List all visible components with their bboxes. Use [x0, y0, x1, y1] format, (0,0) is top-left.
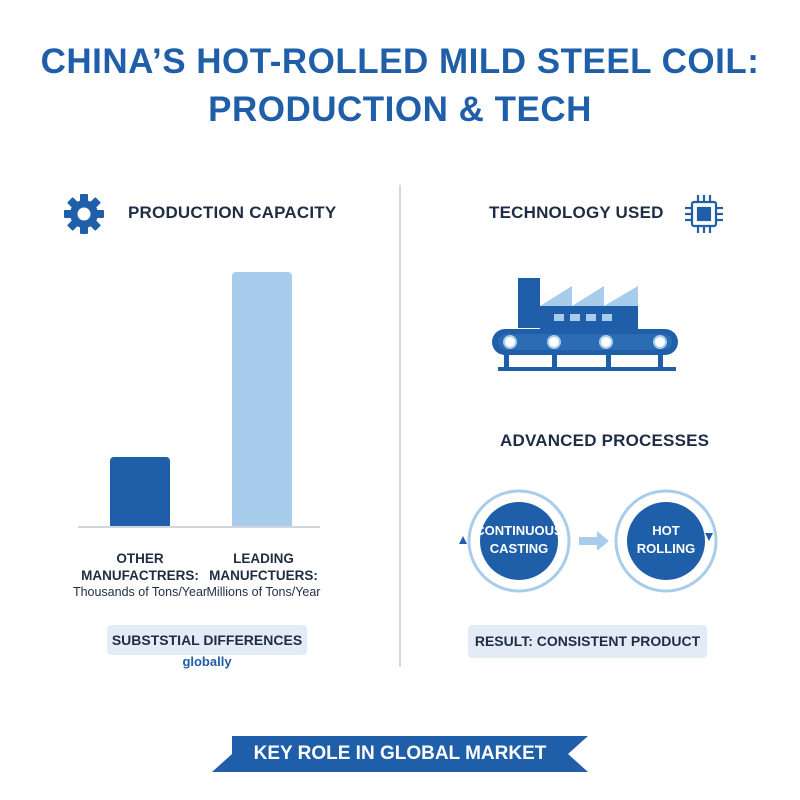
gear-icon [64, 194, 104, 234]
banner-text: KEY ROLE IN GLOBAL MARKET [253, 743, 547, 764]
arrow-right-icon [597, 531, 609, 551]
differences-note-sub: globally [182, 654, 232, 669]
chip-icon [685, 195, 723, 233]
bar-label-leading-line2: MANUFCTUERS: [209, 568, 318, 583]
hot-rolling-line2: ROLLING [636, 541, 696, 556]
chart-baseline [78, 526, 320, 528]
differences-note-text: SUBSTSTIAL DIFFERENCES [111, 632, 303, 648]
factory-conveyor-icon [492, 278, 678, 371]
differences-note: SUBSTSTIAL DIFFERENCES [107, 625, 307, 655]
bar-label-other-line2: MANUFACTRERS: [81, 568, 199, 583]
process-diagram [459, 489, 718, 593]
bar-unit-other: Thousands of Tons/Year [72, 585, 208, 599]
hot-rolling-label: HOT ROLLING [616, 522, 716, 558]
result-note: RESULT: CONSISTENT PRODUCT [468, 625, 707, 658]
bar-leading-manufacturers [232, 272, 292, 526]
title-line-2: PRODUCTION & TECH [208, 90, 592, 129]
bar-other-manufacturers [110, 457, 170, 526]
production-capacity-heading: PRODUCTION CAPACITY [128, 203, 337, 222]
hot-rolling-circle [614, 489, 718, 593]
bar-label-other: OTHER MANUFACTRERS: Thousands of Tons/Ye… [55, 550, 225, 601]
bar-label-other-line1: OTHER [116, 551, 164, 566]
panel-divider [399, 185, 401, 667]
cycle-arrow-up-icon [459, 536, 467, 544]
page-title: CHINA’S HOT-ROLLED MILD STEEL COIL: PROD… [0, 38, 800, 134]
continuous-casting-line1: CONTINUOUS [475, 523, 563, 538]
bar-unit-leading: Millions of Tons/Year [206, 585, 321, 599]
continuous-casting-line2: CASTING [489, 541, 549, 556]
cycle-arrow-down-icon [705, 533, 713, 541]
title-line-1: CHINA’S HOT-ROLLED MILD STEEL COIL: [40, 42, 760, 81]
banner-ribbon [212, 736, 588, 772]
result-note-text: RESULT: CONSISTENT PRODUCT [474, 633, 701, 649]
continuous-casting-circle [467, 489, 571, 593]
bar-label-leading-line1: LEADING [233, 551, 294, 566]
technology-used-heading: TECHNOLOGY USED [489, 203, 664, 222]
hot-rolling-line1: HOT [652, 523, 680, 538]
continuous-casting-label: CONTINUOUS CASTING [469, 522, 569, 558]
bar-label-leading: LEADING MANUFCTUERS: Millions of Tons/Ye… [186, 550, 341, 601]
advanced-processes-heading: ADVANCED PROCESSES [500, 431, 710, 450]
